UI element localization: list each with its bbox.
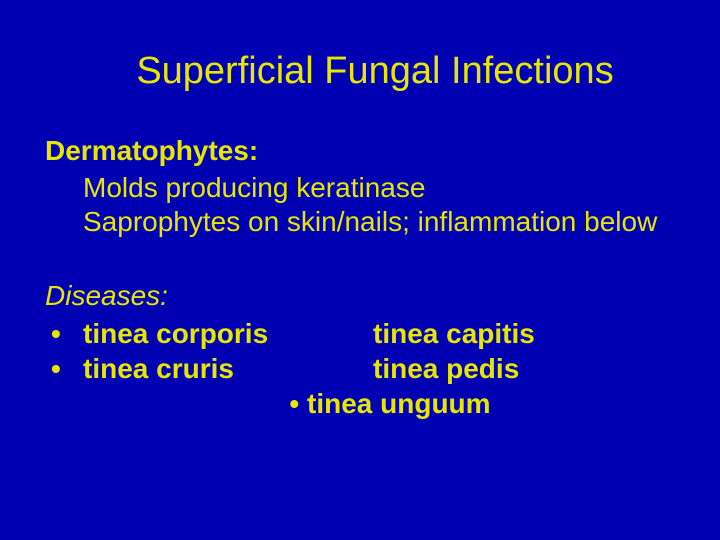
disease-row: • tinea cruris tinea pedis	[45, 351, 675, 386]
slide-title: Superficial Fungal Infections	[75, 50, 675, 93]
diseases-heading: Diseases:	[45, 280, 675, 312]
dermatophytes-line-1: Molds producing keratinase	[83, 171, 675, 205]
bullet-icon: •	[45, 316, 83, 351]
bullet-icon: •	[45, 351, 83, 386]
dermatophytes-heading: Dermatophytes:	[45, 135, 675, 167]
disease-left: tinea cruris	[83, 351, 373, 386]
disease-left: tinea corporis	[83, 316, 373, 351]
dermatophytes-line-2: Saprophytes on skin/nails; inflammation …	[83, 205, 675, 239]
disease-center: • tinea unguum	[105, 386, 675, 421]
disease-right: tinea pedis	[373, 351, 675, 386]
disease-row: • tinea corporis tinea capitis	[45, 316, 675, 351]
disease-right: tinea capitis	[373, 316, 675, 351]
